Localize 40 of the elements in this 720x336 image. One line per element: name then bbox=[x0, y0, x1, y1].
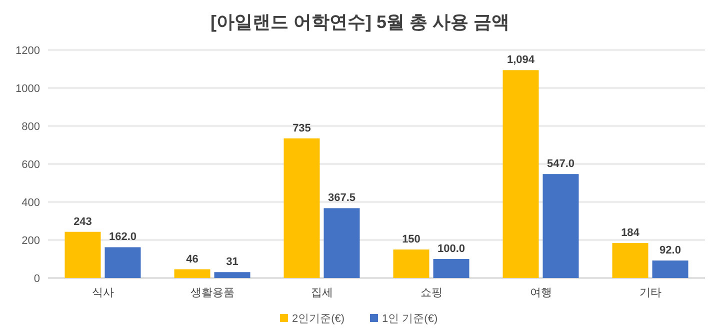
y-tick-label: 800 bbox=[22, 121, 40, 133]
bar bbox=[612, 243, 648, 278]
y-tick-label: 600 bbox=[22, 159, 40, 171]
data-label: 92.0 bbox=[660, 244, 681, 257]
data-label: 1,094 bbox=[506, 54, 536, 66]
bar bbox=[502, 70, 539, 278]
y-tick-label: 1000 bbox=[16, 83, 40, 95]
bar bbox=[214, 272, 250, 278]
data-label: 547.0 bbox=[546, 158, 575, 170]
bar bbox=[542, 174, 579, 278]
bar bbox=[652, 260, 688, 278]
bar bbox=[104, 247, 141, 278]
data-label: 46 bbox=[186, 253, 198, 266]
legend-label: 2인기준(€) bbox=[292, 313, 345, 325]
legend-label: 1인 기준(€) bbox=[382, 313, 438, 325]
data-label: 100.0 bbox=[437, 243, 466, 255]
bar bbox=[324, 208, 360, 278]
data-label: 735 bbox=[292, 122, 311, 134]
bar bbox=[433, 259, 470, 278]
chart-title: [아일랜드 어학연수] 5월 총 사용 금액 bbox=[210, 12, 510, 32]
y-tick-label: 0 bbox=[34, 273, 40, 285]
data-label: 31 bbox=[226, 256, 238, 268]
bar bbox=[393, 250, 430, 278]
data-label: 184 bbox=[621, 227, 640, 240]
x-tick-label: 식사 bbox=[92, 287, 114, 299]
y-tick-label: 400 bbox=[22, 197, 40, 209]
x-tick-label: 기타 bbox=[639, 287, 662, 299]
x-tick-label: 생활용품 bbox=[190, 287, 234, 299]
data-label: 150 bbox=[402, 234, 420, 246]
data-label: 367.5 bbox=[328, 192, 356, 204]
data-label: 162.0 bbox=[108, 231, 137, 244]
y-tick-label: 1200 bbox=[16, 45, 40, 57]
x-tick-label: 쇼핑 bbox=[420, 287, 442, 299]
bar bbox=[64, 232, 101, 278]
x-tick-label: 여행 bbox=[530, 287, 552, 299]
y-tick-label: 200 bbox=[22, 235, 40, 247]
bar bbox=[284, 138, 320, 278]
x-tick-label: 집세 bbox=[310, 287, 333, 299]
data-label: 243 bbox=[74, 216, 92, 228]
bar bbox=[174, 269, 210, 278]
